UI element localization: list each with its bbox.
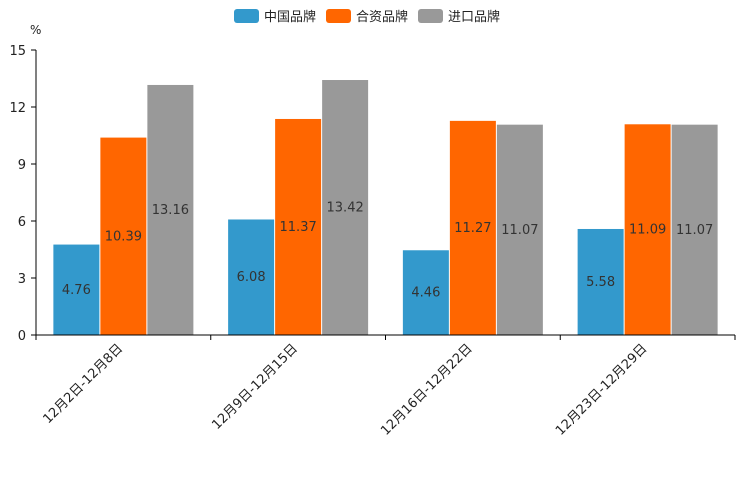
legend-label-1: 中国品牌 bbox=[264, 9, 316, 25]
bar-1-4 bbox=[577, 228, 624, 335]
bar-2-4 bbox=[624, 124, 671, 335]
legend-swatch-3 bbox=[418, 9, 443, 23]
x-tick-label: 12月2日-12月8日 bbox=[40, 341, 126, 427]
bar-1-3 bbox=[402, 250, 449, 335]
legend: 中国品牌 合资品牌 进口品牌 bbox=[234, 9, 500, 25]
bar-3-2 bbox=[322, 80, 369, 336]
y-axis-unit-label: % bbox=[30, 23, 41, 37]
data-label: 6.08 bbox=[237, 270, 266, 285]
data-label: 11.09 bbox=[629, 223, 666, 238]
y-tick-label: 6 bbox=[18, 215, 26, 230]
legend-swatch-1 bbox=[234, 9, 259, 23]
bar-1-1 bbox=[53, 244, 100, 335]
y-tick-label: 12 bbox=[9, 101, 26, 116]
y-axis: 0 3 6 9 12 15 bbox=[9, 44, 37, 344]
bar-2-2 bbox=[275, 118, 322, 335]
data-label: 11.07 bbox=[676, 223, 713, 238]
x-tick-label: 12月9日-12月15日 bbox=[209, 341, 301, 433]
data-label: 10.39 bbox=[105, 229, 142, 244]
data-label: 5.58 bbox=[586, 275, 615, 290]
data-label: 11.37 bbox=[280, 220, 317, 235]
data-label: 13.42 bbox=[327, 201, 364, 216]
bars-group bbox=[53, 80, 718, 336]
x-tick-label: 12月16日-12月22日 bbox=[378, 341, 475, 438]
bar-3-1 bbox=[147, 84, 194, 336]
bar-2-1 bbox=[100, 137, 147, 335]
data-label: 11.27 bbox=[454, 221, 491, 236]
legend-swatch-2 bbox=[326, 9, 351, 23]
data-label: 4.76 bbox=[62, 283, 91, 298]
data-label: 11.07 bbox=[501, 223, 538, 238]
data-label: 4.46 bbox=[411, 286, 440, 301]
y-tick-label: 9 bbox=[18, 158, 26, 173]
data-label: 13.16 bbox=[152, 203, 189, 218]
data-labels-group: 4.76 10.39 13.16 6.08 11.37 13.42 4.46 11.27 11.… bbox=[62, 201, 713, 301]
legend-label-2: 合资品牌 bbox=[356, 9, 408, 25]
y-tick-label: 0 bbox=[18, 329, 26, 344]
bar-1-2 bbox=[228, 219, 275, 335]
x-axis: 12月2日-12月8日 12月9日-12月15日 12月16日-12月22日 12月2… bbox=[35, 334, 736, 439]
y-tick-label: 15 bbox=[9, 44, 26, 59]
x-tick-label: 12月23日-12月29日 bbox=[553, 341, 650, 438]
legend-label-3: 进口品牌 bbox=[448, 9, 500, 25]
y-tick-label: 3 bbox=[18, 272, 26, 287]
bar-3-4 bbox=[671, 124, 718, 335]
bar-2-3 bbox=[449, 120, 496, 336]
bar-3-3 bbox=[496, 124, 543, 335]
